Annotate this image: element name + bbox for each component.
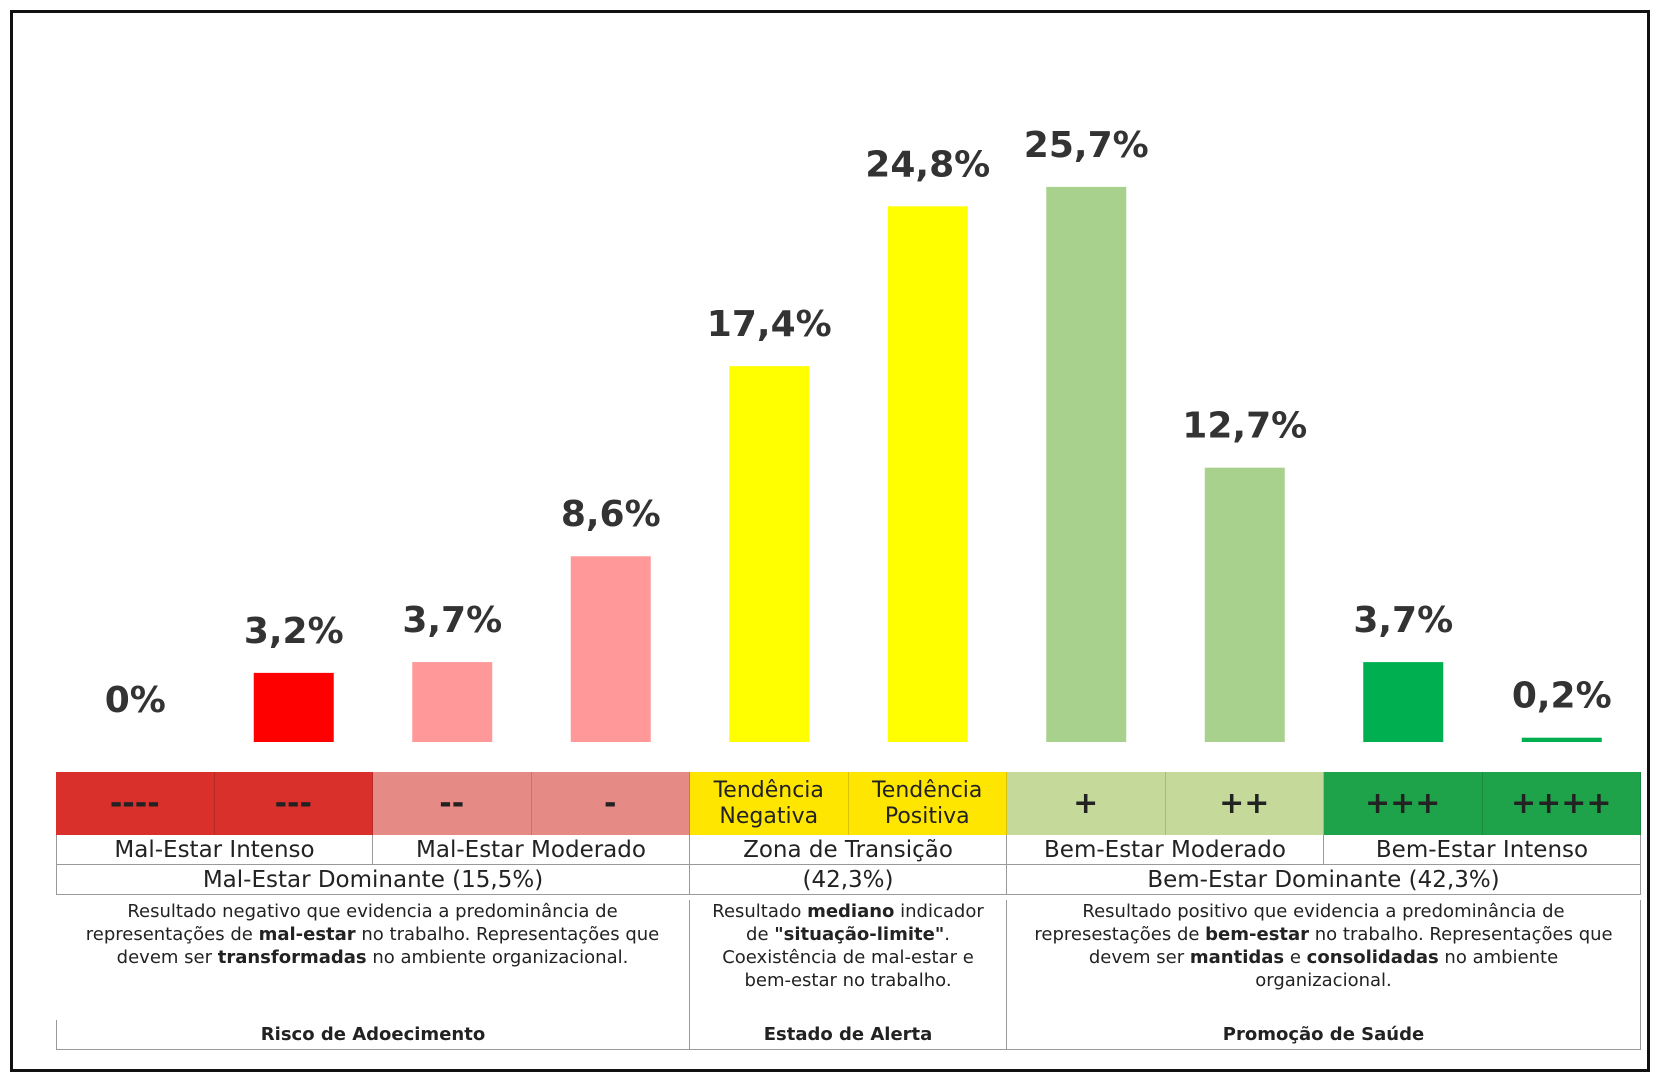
- value-label: 17,4%: [707, 304, 832, 345]
- description-run: "situação-limite": [774, 924, 945, 945]
- description-run: mediano: [807, 901, 895, 922]
- description-run: e: [1284, 947, 1307, 968]
- bar: [412, 662, 493, 742]
- description-run: consolidadas: [1306, 947, 1439, 968]
- outcome-label: Promoção de Saúde: [1007, 1020, 1641, 1050]
- category-label: +++: [1324, 772, 1483, 835]
- level-label: Bem-Estar Intenso: [1324, 835, 1641, 865]
- description-run: Resultado: [712, 901, 808, 922]
- value-label: 25,7%: [1024, 125, 1149, 166]
- description-run: no ambiente organizacional.: [1255, 947, 1559, 991]
- outcome-label: Estado de Alerta: [690, 1020, 1007, 1050]
- value-label: 3,2%: [244, 611, 344, 652]
- category-label: ++: [1165, 772, 1324, 835]
- level-label: Mal-Estar Intenso: [56, 835, 373, 865]
- category-label: ----: [56, 772, 215, 835]
- description-text: Resultado positivo que evidencia a predo…: [1019, 900, 1628, 992]
- category-label: Tendência Negativa: [690, 772, 849, 835]
- category-label: Tendência Positiva: [848, 772, 1007, 835]
- bar: [1046, 186, 1127, 742]
- description-run: . Coexistência de mal-estar e bem-estar …: [722, 924, 974, 991]
- description-run: mantidas: [1189, 947, 1285, 968]
- outcome-label: Risco de Adoecimento: [56, 1020, 690, 1050]
- category-label: ---: [214, 772, 373, 835]
- zone-label: (42,3%): [690, 865, 1007, 895]
- description-run: bem-estar: [1205, 924, 1310, 945]
- description-run: no trabalho. Representações que devem se…: [116, 924, 660, 968]
- description: Resultado positivo que evidencia a predo…: [1007, 900, 1641, 1020]
- bar: [1363, 662, 1444, 742]
- value-label: 8,6%: [561, 494, 661, 535]
- description-run: no trabalho. Representações que devem se…: [1088, 924, 1613, 968]
- description-run: Resultado negativo que evidencia a predo…: [85, 901, 618, 945]
- description-run: transformadas: [217, 947, 367, 968]
- description-text: Resultado negativo que evidencia a predo…: [68, 900, 677, 969]
- bar: [1521, 737, 1602, 742]
- bar: [570, 556, 651, 742]
- level-label: Mal-Estar Moderado: [373, 835, 690, 865]
- zone-label: Mal-Estar Dominante (15,5%): [56, 865, 690, 895]
- frame: [10, 10, 1650, 1072]
- description-run: indicador de: [746, 901, 984, 945]
- zone-label: Bem-Estar Dominante (42,3%): [1007, 865, 1641, 895]
- value-label: 24,8%: [865, 144, 990, 185]
- bar: [887, 206, 968, 742]
- bar: [1204, 467, 1285, 742]
- value-label: 0%: [105, 680, 166, 721]
- bar: [253, 672, 334, 742]
- description-run: Resultado positivo que evidencia a predo…: [1034, 901, 1565, 945]
- category-label: +: [1007, 772, 1166, 835]
- bar: [729, 366, 810, 742]
- description-text: Resultado mediano indicador de "situação…: [702, 900, 994, 992]
- category-label: ++++: [1482, 772, 1641, 835]
- value-label: 0,2%: [1512, 676, 1612, 717]
- level-label: Zona de Transição: [690, 835, 1007, 865]
- description-run: no ambiente organizacional.: [366, 947, 629, 968]
- level-label: Bem-Estar Moderado: [1007, 835, 1324, 865]
- value-label: 3,7%: [402, 600, 502, 641]
- value-label: 12,7%: [1182, 406, 1307, 447]
- description-run: mal-estar: [258, 924, 356, 945]
- category-label: --: [373, 772, 532, 835]
- category-label: -: [531, 772, 690, 835]
- value-label: 3,7%: [1353, 600, 1453, 641]
- description: Resultado mediano indicador de "situação…: [690, 900, 1007, 1020]
- description: Resultado negativo que evidencia a predo…: [56, 900, 690, 1020]
